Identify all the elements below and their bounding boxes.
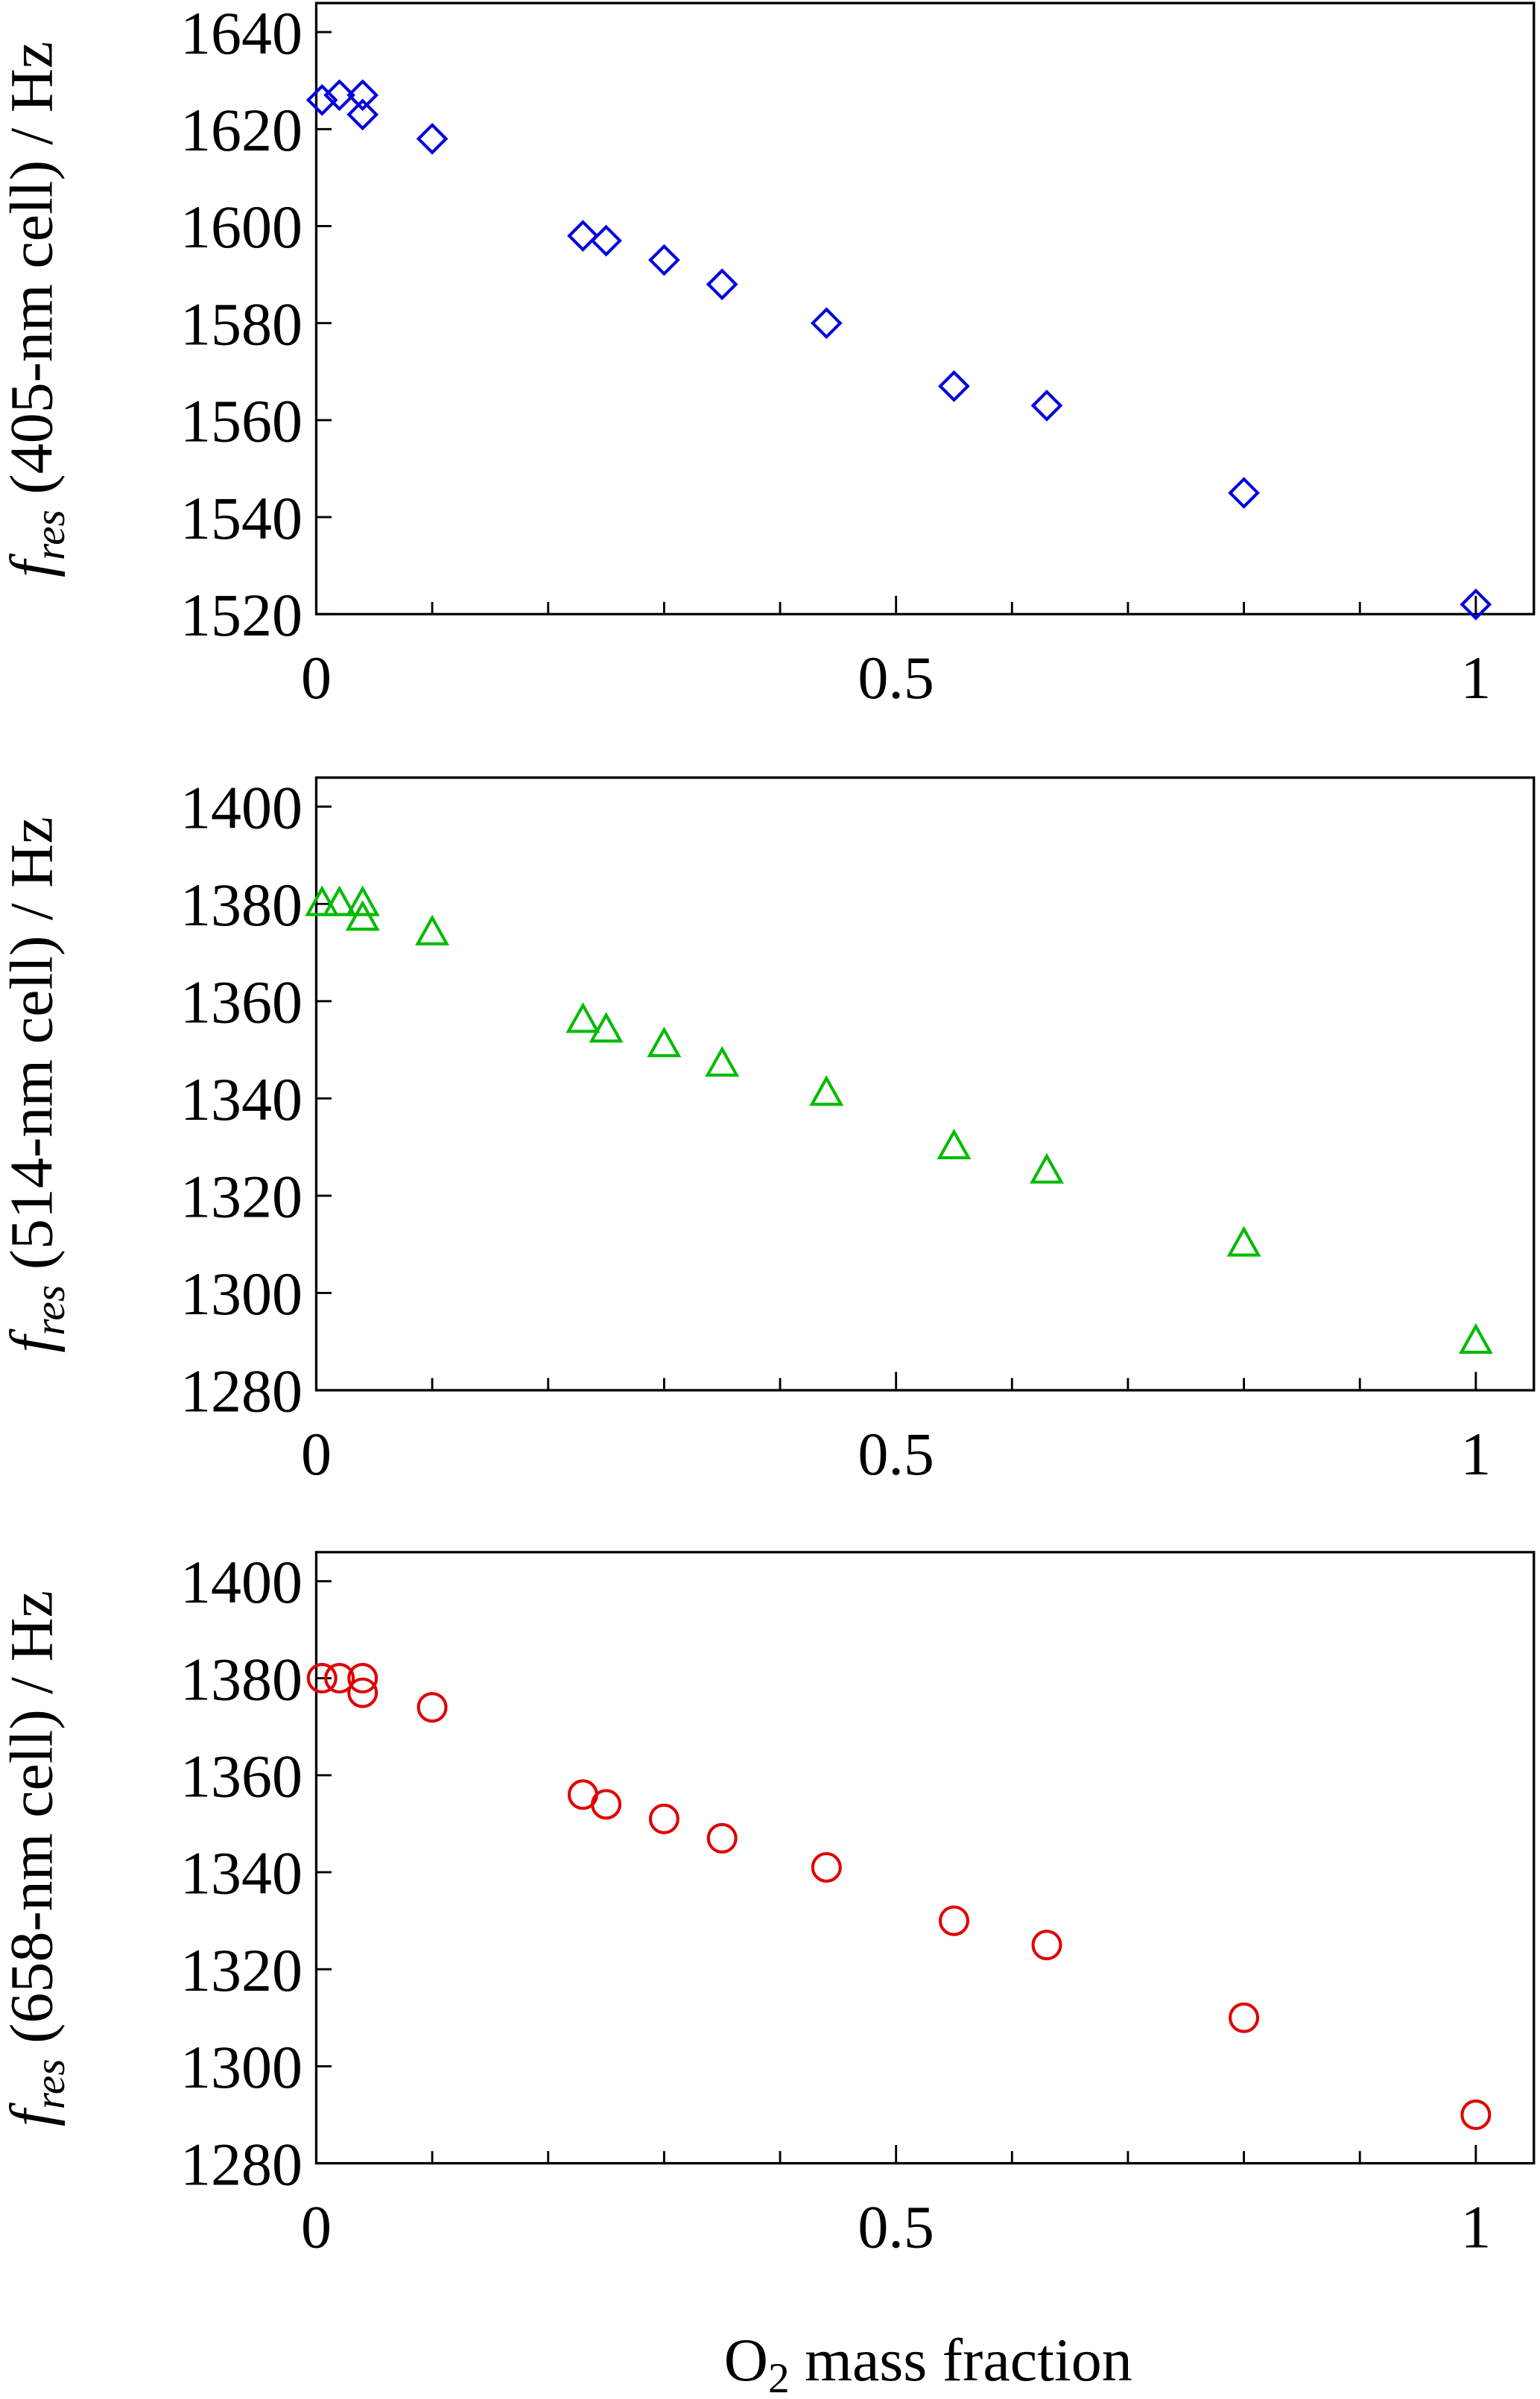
- marker: [648, 1803, 679, 1834]
- marker: [647, 1026, 682, 1057]
- x-tick-label: 0.5: [858, 1420, 934, 1488]
- marker: [345, 885, 380, 916]
- plot-frame: [314, 776, 1536, 1392]
- marker: [346, 79, 379, 112]
- x-label-subscript: 2: [768, 2355, 790, 2399]
- y-tick-label: 1340: [180, 1065, 302, 1133]
- y-label-text: (405-nm cell) / Hz: [0, 42, 66, 510]
- marker: [347, 1677, 378, 1708]
- marker: [706, 1822, 738, 1854]
- y-tick-label: 1380: [180, 1645, 302, 1713]
- marker: [346, 98, 379, 131]
- marker: [590, 224, 622, 257]
- marker: [938, 1905, 969, 1936]
- y-tick-label: 1640: [180, 0, 302, 67]
- x-label-rest: mass fraction: [790, 2326, 1132, 2394]
- marker: [323, 79, 355, 112]
- x-tick-label: 0: [301, 644, 332, 712]
- marker: [324, 1663, 355, 1694]
- marker: [1229, 2002, 1260, 2033]
- x-axis-label: O2 mass fraction: [724, 2326, 1132, 2399]
- marker: [1460, 588, 1492, 621]
- y-label-text: (514-nm cell) / Hz: [0, 817, 66, 1285]
- y-tick-label: 1360: [180, 969, 302, 1036]
- y-tick-label: 1300: [180, 2033, 302, 2101]
- marker: [1030, 390, 1063, 422]
- y-tick-label: 1380: [180, 871, 302, 939]
- y-tick-label: 1600: [180, 193, 302, 261]
- y-tick-label: 1360: [180, 1742, 302, 1810]
- y-tick-label: 1400: [180, 773, 302, 841]
- marker: [809, 1075, 844, 1106]
- marker: [567, 220, 599, 252]
- plot-frame: [314, 1, 1536, 615]
- x-tick-label: 1: [1460, 644, 1491, 712]
- x-tick-label: 0.5: [858, 2193, 934, 2260]
- marker: [347, 1663, 378, 1694]
- y-tick-label: 1620: [180, 96, 302, 164]
- y-label-subscript: res: [27, 2059, 74, 2109]
- marker: [345, 900, 380, 931]
- x-tick-label: 0.5: [858, 644, 934, 712]
- marker: [565, 1002, 601, 1033]
- chart-panel: 1520 1540 1560 1580 1600 1620 1640 0 0.5 1 fres (4…: [0, 0, 1536, 712]
- y-tick-label: 1340: [180, 1839, 302, 1907]
- marker: [1031, 1930, 1062, 1961]
- marker: [306, 1663, 338, 1694]
- marker: [1228, 477, 1260, 509]
- marker: [1458, 1323, 1493, 1354]
- marker: [810, 307, 843, 340]
- marker: [589, 1012, 624, 1043]
- marker: [705, 1045, 740, 1077]
- marker: [648, 244, 680, 276]
- marker: [416, 1692, 448, 1723]
- marker: [305, 83, 338, 116]
- y-tick-label: 1280: [180, 1357, 302, 1425]
- y-tick-label: 1560: [180, 387, 302, 455]
- marker: [322, 885, 357, 916]
- chart-panel: 1280 1300 1320 1340 1360 1380 1400 0 0.5 1 fres (6…: [0, 1548, 1536, 2399]
- y-tick-label: 1320: [180, 1936, 302, 2004]
- x-tick-label: 1: [1460, 2193, 1491, 2260]
- marker: [1460, 2099, 1492, 2130]
- y-tick-label: 1400: [180, 1548, 302, 1616]
- marker: [937, 1128, 972, 1160]
- plot-frame: [314, 1550, 1536, 2165]
- marker: [416, 122, 449, 155]
- y-label-text: (658-nm cell) / Hz: [0, 1591, 66, 2059]
- y-tick-label: 1520: [180, 581, 302, 649]
- marker: [706, 268, 738, 300]
- marker: [938, 370, 970, 402]
- y-tick-label: 1540: [180, 484, 302, 552]
- marker: [415, 914, 450, 945]
- chart-panel: 1280 1300 1320 1340 1360 1380 1400 0 0.5 1 fres (5…: [0, 773, 1536, 1488]
- y-axis-label: fres (405-nm cell) / Hz: [0, 42, 74, 577]
- y-label-subscript: res: [27, 510, 74, 560]
- y-axis-label: fres (514-nm cell) / Hz: [0, 817, 74, 1352]
- y-axis-label: fres (658-nm cell) / Hz: [0, 1591, 74, 2126]
- marker: [591, 1789, 622, 1820]
- y-tick-label: 1300: [180, 1260, 302, 1328]
- marker: [1030, 1153, 1064, 1184]
- x-tick-label: 0: [301, 2193, 332, 2260]
- x-label-base: O: [724, 2326, 768, 2394]
- y-label-subscript: res: [27, 1285, 74, 1336]
- x-tick-label: 0: [301, 1420, 332, 1488]
- y-tick-label: 1580: [180, 290, 302, 358]
- marker: [305, 885, 340, 916]
- marker: [811, 1851, 842, 1883]
- x-tick-label: 1: [1460, 1420, 1491, 1488]
- y-tick-label: 1320: [180, 1163, 302, 1231]
- marker: [1226, 1226, 1261, 1257]
- y-tick-label: 1280: [180, 2130, 302, 2198]
